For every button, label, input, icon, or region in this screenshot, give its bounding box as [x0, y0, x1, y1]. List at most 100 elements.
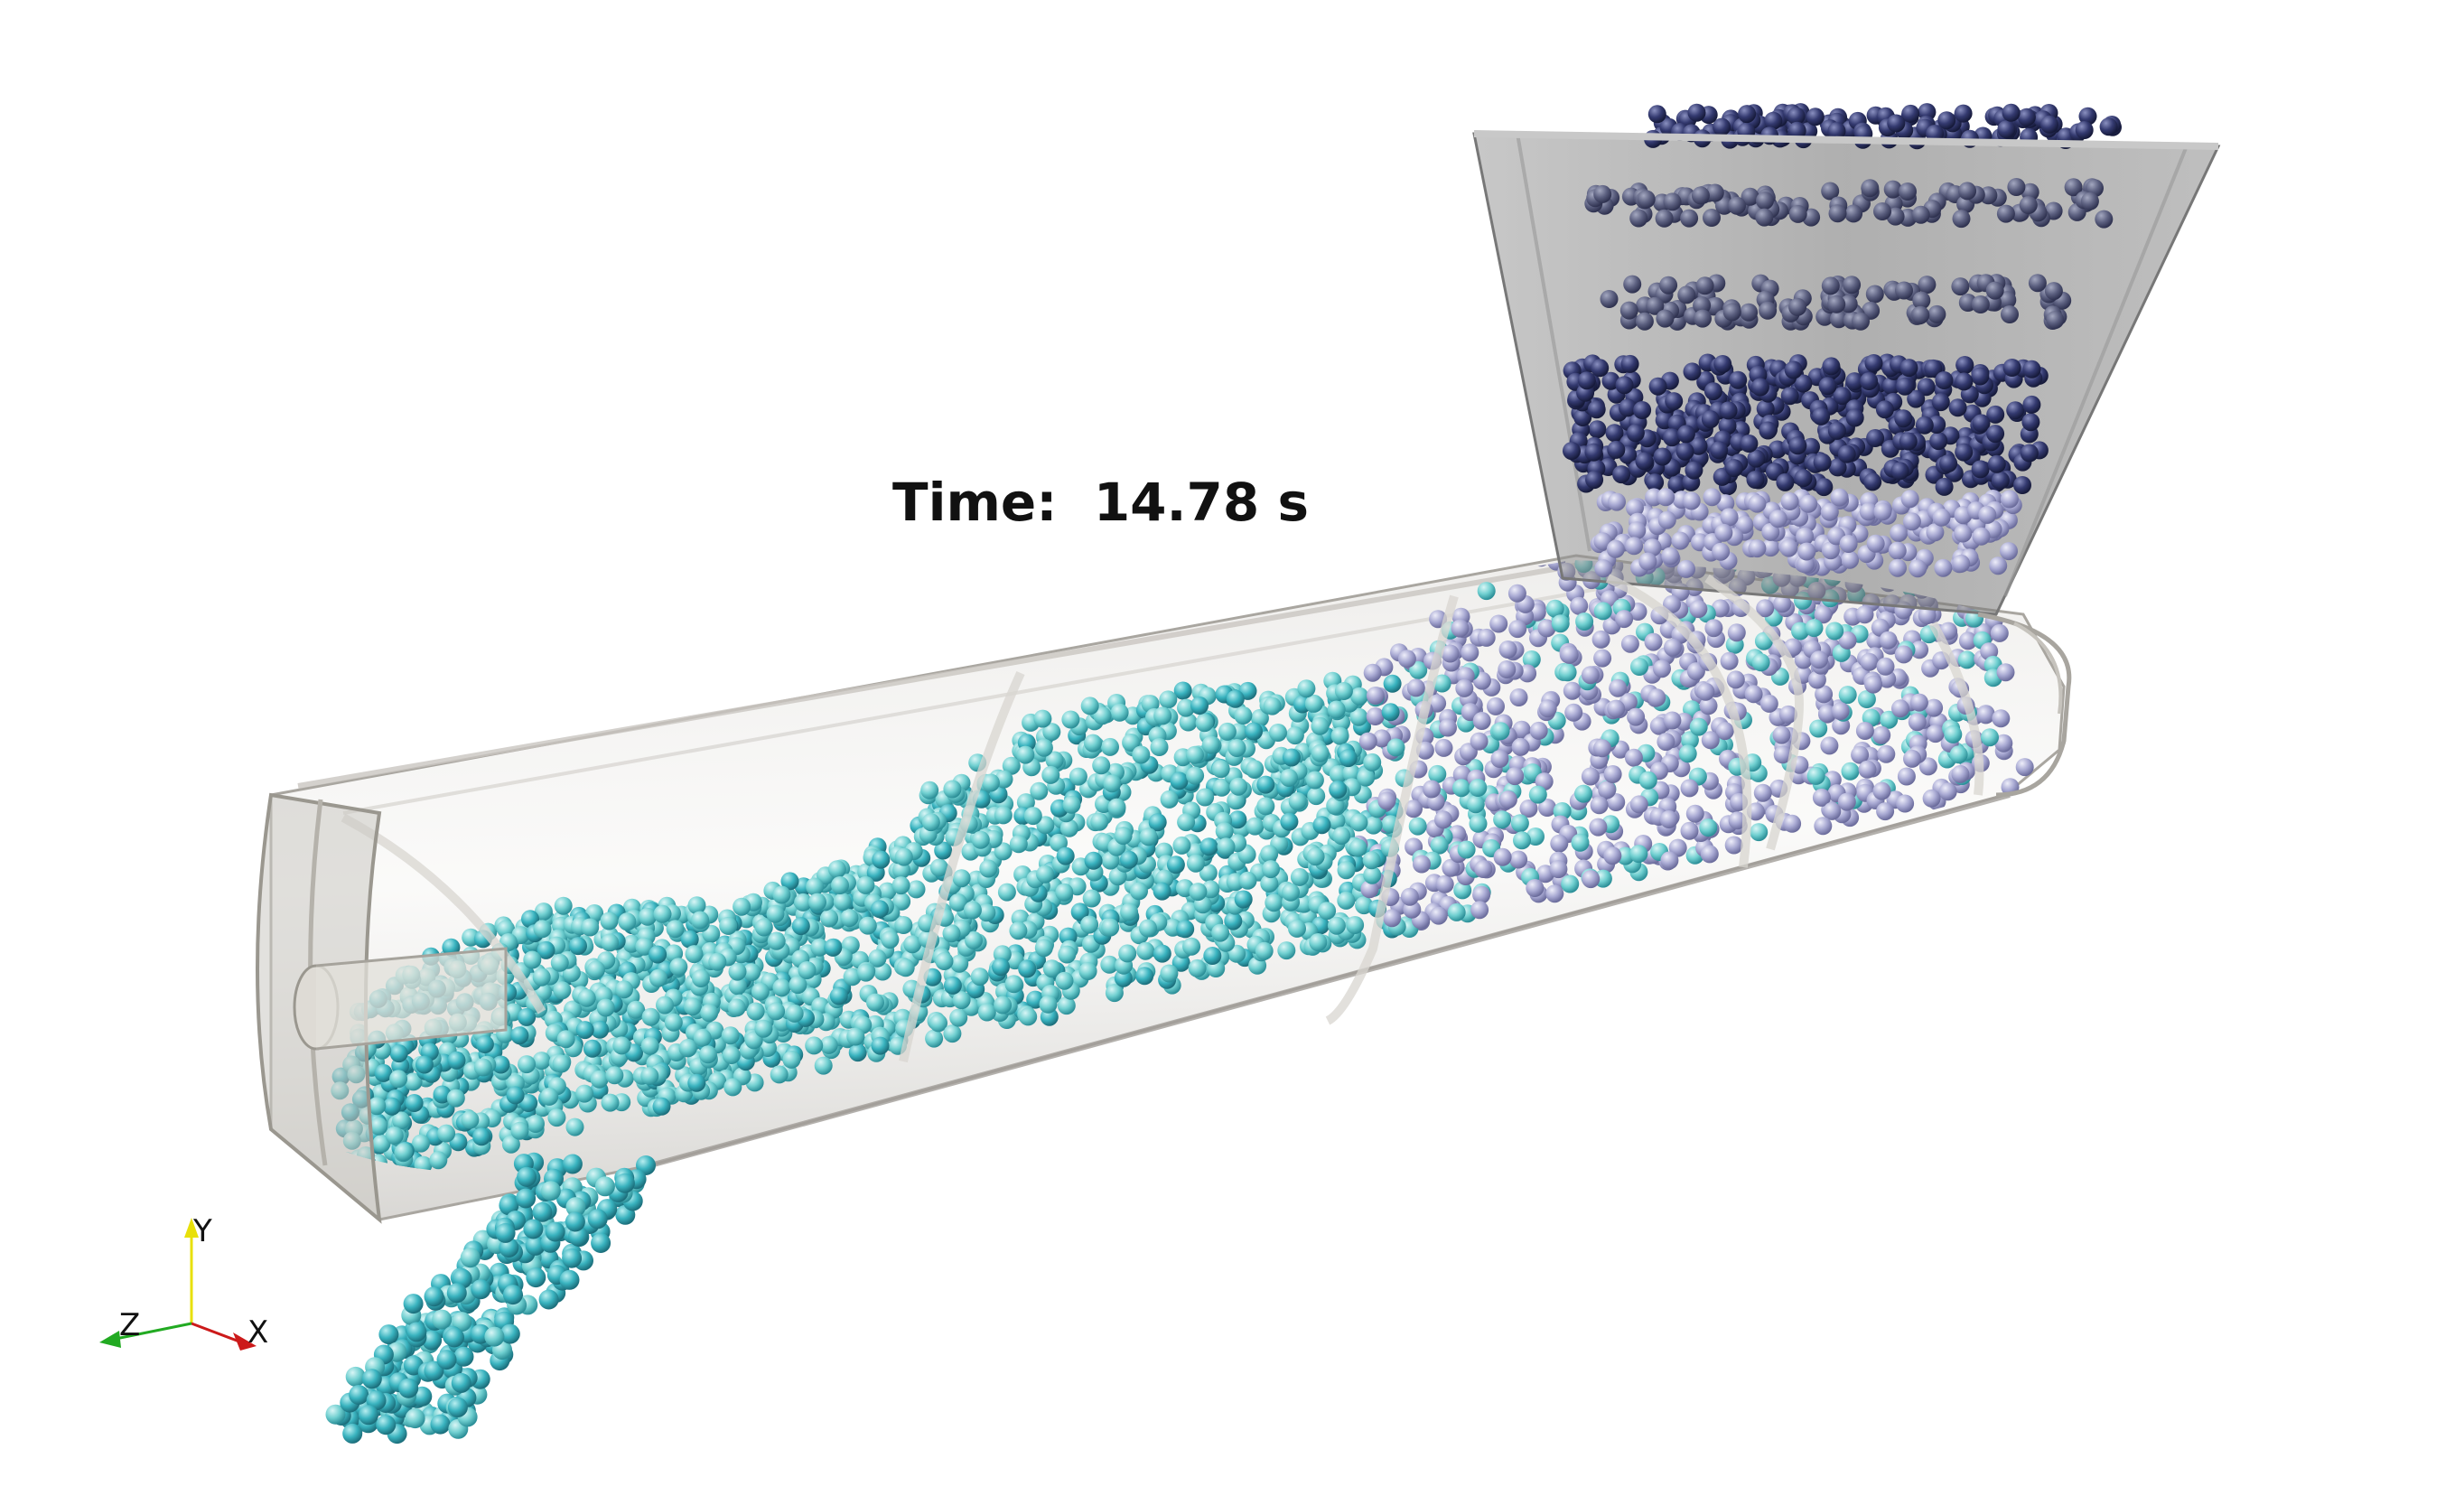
particle [1806, 766, 1825, 785]
particle [1657, 733, 1675, 752]
particle [1935, 371, 1954, 389]
particle [1227, 791, 1246, 810]
particle [2002, 359, 2021, 377]
particle [394, 1143, 413, 1162]
particle [1750, 378, 1769, 397]
particle [2046, 311, 2065, 330]
particle [398, 1378, 419, 1398]
particle [1405, 799, 1423, 818]
particle [1998, 291, 2017, 310]
particle [1260, 845, 1279, 864]
particle [1954, 104, 1973, 123]
particle [1350, 687, 1369, 706]
particle [1935, 477, 1954, 496]
particle [1784, 360, 1803, 379]
particle [518, 1055, 537, 1074]
particle [820, 909, 839, 928]
particle [1055, 971, 1074, 990]
particle [2015, 758, 2034, 777]
particle [1318, 902, 1337, 921]
orientation-axes: Y X Z [99, 1213, 268, 1351]
particle [1728, 811, 1747, 830]
particle [1004, 975, 1023, 994]
particle [1678, 744, 1697, 763]
particle [1337, 861, 1356, 880]
particle [1806, 108, 1825, 126]
particle [372, 1135, 391, 1153]
particle [1648, 377, 1667, 396]
particle [1932, 508, 1951, 527]
particle [1508, 620, 1527, 639]
particle [1469, 779, 1488, 797]
particle [1820, 736, 1839, 755]
particle [772, 885, 791, 904]
particle [1332, 827, 1351, 846]
particle [403, 1294, 424, 1314]
particle [583, 1039, 602, 1058]
particle [1153, 706, 1172, 725]
particle [1897, 767, 1916, 786]
particle [728, 977, 747, 996]
particle [1948, 398, 1967, 417]
particle [359, 1405, 378, 1426]
particle [1876, 802, 1895, 821]
particle [780, 872, 799, 891]
particle [1199, 864, 1218, 883]
particle [742, 963, 761, 982]
particle [1522, 650, 1541, 669]
particle [1843, 276, 1862, 295]
particle [1852, 312, 1870, 331]
particle [929, 1014, 947, 1033]
particle [1533, 532, 1551, 550]
hopper [1472, 103, 2221, 616]
particle [1172, 836, 1191, 855]
particle [1055, 883, 1074, 902]
particle [1696, 682, 1715, 701]
particle [680, 930, 699, 949]
particle [1246, 817, 1265, 836]
particle [881, 930, 900, 949]
particle [1571, 833, 1590, 852]
particle [1927, 304, 1946, 323]
particle [1712, 542, 1731, 561]
particle [1238, 871, 1257, 890]
x-axis-label: X [247, 1314, 268, 1351]
particle [1776, 472, 1795, 491]
y-axis-arrow-icon [184, 1218, 199, 1238]
particle [1201, 735, 1220, 754]
particle [1364, 816, 1383, 835]
particle [2095, 210, 2114, 229]
particle [1342, 763, 1361, 782]
particle [1506, 767, 1525, 786]
particle [1101, 737, 1119, 756]
particle [1761, 522, 1780, 541]
particle [981, 773, 1000, 792]
particle [601, 933, 620, 952]
particle [1309, 933, 1328, 951]
particle [1349, 838, 1367, 857]
particle [1638, 552, 1657, 571]
particle [1952, 554, 1971, 573]
particle [1211, 760, 1230, 779]
particle [1794, 374, 1813, 393]
particle [1901, 104, 1920, 123]
particle [374, 1063, 393, 1082]
particle [1582, 870, 1601, 889]
particle [766, 904, 785, 923]
particle [545, 1221, 565, 1242]
particle [1612, 465, 1631, 484]
particle [1646, 473, 1665, 492]
particle [1084, 734, 1102, 753]
particle [1159, 690, 1178, 709]
falling-particles [325, 1152, 656, 1445]
particle [325, 1404, 346, 1425]
particle [532, 1201, 553, 1222]
particle [683, 997, 702, 1016]
particle [1030, 781, 1049, 800]
particle [1435, 874, 1454, 893]
particle [540, 1087, 559, 1106]
particle [693, 1028, 712, 1047]
particle [1433, 674, 1451, 693]
particle [1627, 707, 1646, 726]
